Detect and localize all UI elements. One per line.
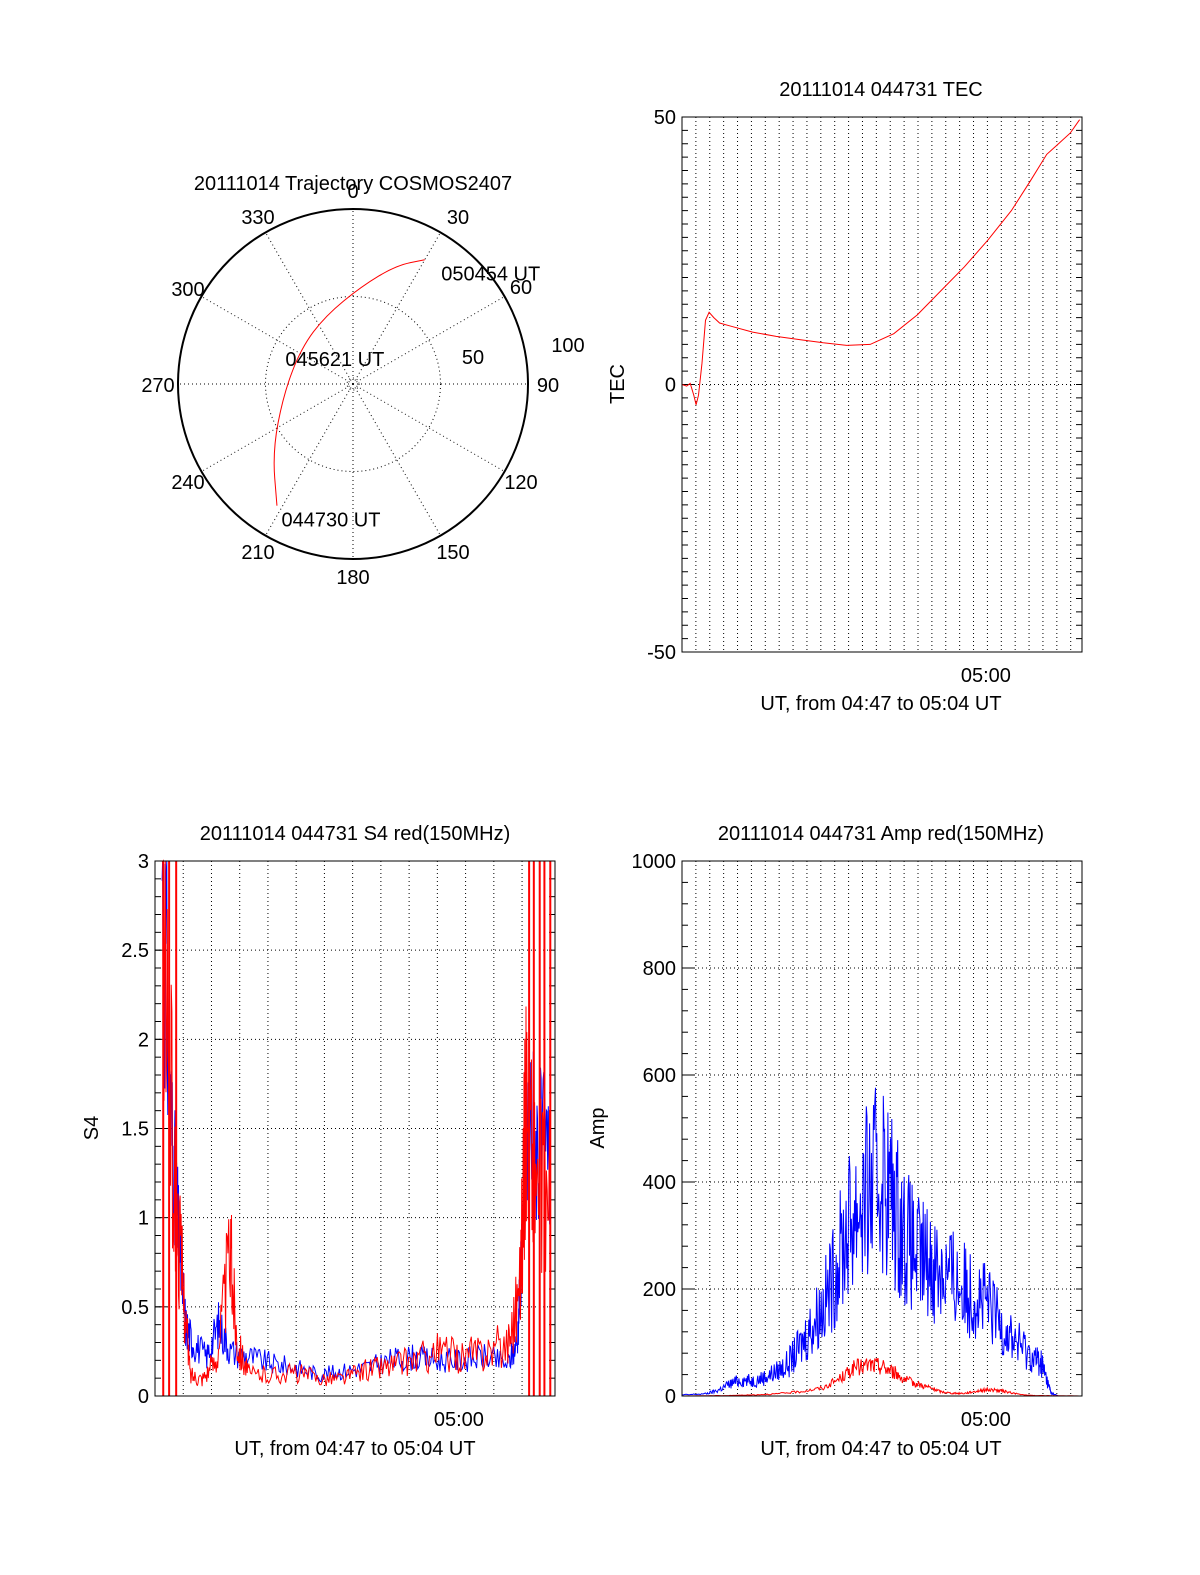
tec-title: 20111014 044731 TEC xyxy=(779,79,983,101)
y-tick-label: 3 xyxy=(138,851,149,873)
s4-panel: 20111014 044731 S4 red(150MHz) 0 0.5 1 1.5 2… xyxy=(81,823,556,1460)
trajectory-panel: 20111014 Trajectory COSMOS2407 0 30 60 90 12… xyxy=(141,173,584,589)
polar-angle-label: 90 xyxy=(537,375,559,397)
y-tick-label: 2 xyxy=(138,1029,149,1051)
y-tick-label: 0 xyxy=(665,375,676,397)
polar-angle-labels: 0 30 60 90 120 150 180 210 240 270 300 330 xyxy=(141,181,559,589)
s4-plot-frame xyxy=(154,860,556,1397)
polar-radius-label: 50 xyxy=(462,347,484,369)
series-line xyxy=(681,119,1081,405)
polar-angle-label: 300 xyxy=(171,279,204,301)
x-tick-label: 05:00 xyxy=(434,1409,484,1431)
polar-angle-label: 150 xyxy=(436,542,469,564)
amp-plot-frame xyxy=(681,860,1083,1397)
polar-angle-label: 120 xyxy=(504,472,537,494)
y-tick-label: 200 xyxy=(643,1279,676,1301)
s4-title: 20111014 044731 S4 red(150MHz) xyxy=(200,823,511,845)
amp-title: 20111014 044731 Amp red(150MHz) xyxy=(718,823,1044,845)
y-tick-label: 50 xyxy=(654,107,676,129)
y-tick-label: 400 xyxy=(643,1172,676,1194)
polar-angle-label: 330 xyxy=(241,207,274,229)
trajectory-annotation: 045621 UT xyxy=(285,349,384,371)
series-line xyxy=(681,1087,1082,1397)
polar-ring-center xyxy=(346,377,360,391)
amp-panel: 20111014 044731 Amp red(150MHz) 0 200 400 6… xyxy=(587,823,1083,1460)
tec-y-axis-label: TEC xyxy=(607,364,629,404)
polar-radius-labels: 50 100 xyxy=(462,335,585,369)
y-tick-label: 800 xyxy=(643,958,676,980)
y-tick-label: 1 xyxy=(138,1208,149,1230)
tec-x-axis-label: UT, from 04:47 to 05:04 UT xyxy=(760,693,1001,715)
y-tick-label: 0.5 xyxy=(121,1297,149,1319)
polar-angle-label: 0 xyxy=(347,181,358,203)
series-line xyxy=(161,859,551,1387)
tec-panel: 20111014 044731 TEC 50 0 -50 05:00 TEC UT, … xyxy=(607,79,1083,715)
trajectory-annotation: 044730 UT xyxy=(281,510,380,532)
s4-x-axis-label: UT, from 04:47 to 05:04 UT xyxy=(234,1438,475,1460)
trajectory-title: 20111014 Trajectory COSMOS2407 xyxy=(194,173,512,195)
y-tick-label: 0 xyxy=(138,1386,149,1408)
polar-ring-50 xyxy=(265,296,441,472)
series-line xyxy=(682,1358,1082,1397)
polar-angle-label: 270 xyxy=(141,375,174,397)
x-tick-label: 05:00 xyxy=(961,665,1011,687)
y-tick-label: -50 xyxy=(647,642,676,664)
amp-y-axis-label: Amp xyxy=(587,1107,609,1148)
amp-x-axis-label: UT, from 04:47 to 05:04 UT xyxy=(760,1438,1001,1460)
trajectory-line xyxy=(273,259,425,506)
polar-angle-label: 240 xyxy=(171,472,204,494)
polar-angle-label: 180 xyxy=(336,567,369,589)
polar-angle-label: 210 xyxy=(241,542,274,564)
x-tick-label: 05:00 xyxy=(961,1409,1011,1431)
y-tick-label: 600 xyxy=(643,1065,676,1087)
trajectory-annotation: 050454 UT xyxy=(441,264,540,286)
y-tick-label: 1.5 xyxy=(121,1119,149,1141)
polar-spoke xyxy=(352,383,505,472)
tec-plot-frame xyxy=(681,116,1083,653)
series-line xyxy=(161,860,551,1383)
polar-grid xyxy=(178,209,528,559)
y-tick-label: 0 xyxy=(665,1386,676,1408)
trajectory-annotations: 050454 UT 045621 UT 044730 UT xyxy=(281,264,540,532)
y-tick-label: 2.5 xyxy=(121,940,149,962)
s4-y-axis-label: S4 xyxy=(81,1116,103,1140)
polar-angle-label: 30 xyxy=(447,207,469,229)
y-tick-label: 1000 xyxy=(632,851,677,873)
polar-radius-label: 100 xyxy=(551,335,584,357)
polar-outer-circle xyxy=(177,208,529,560)
polar-angle-label: 60 xyxy=(510,277,532,299)
